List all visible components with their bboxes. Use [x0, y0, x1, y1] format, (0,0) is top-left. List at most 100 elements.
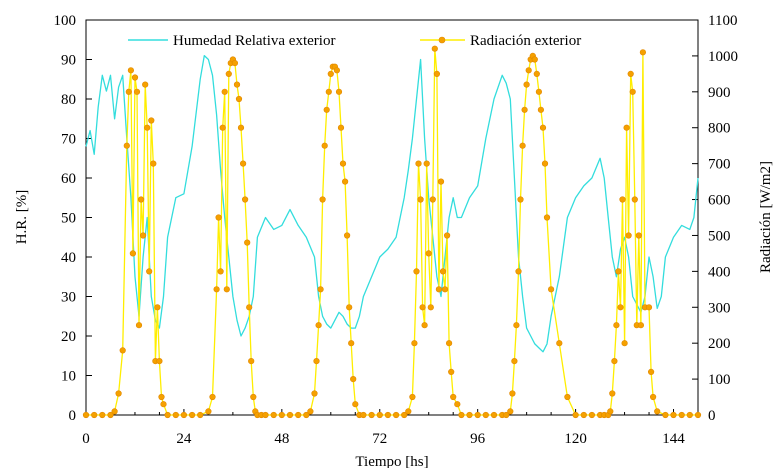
- data-point: [423, 160, 430, 167]
- data-point: [547, 286, 555, 293]
- x-tick-label: 144: [662, 431, 685, 447]
- y-right-tick-label: 700: [708, 157, 731, 173]
- data-point: [131, 74, 139, 81]
- data-point: [339, 160, 347, 167]
- data-point: [401, 411, 408, 419]
- data-point: [242, 196, 249, 203]
- data-point: [123, 142, 130, 149]
- data-point: [180, 411, 187, 419]
- data-point: [158, 393, 165, 401]
- data-point: [219, 124, 226, 131]
- data-point: [156, 358, 163, 365]
- data-point: [154, 304, 161, 311]
- y-right-tick-label: 600: [708, 193, 731, 209]
- data-point: [458, 411, 465, 419]
- data-point: [138, 196, 145, 203]
- data-point: [431, 45, 438, 52]
- data-point: [303, 411, 310, 419]
- data-point: [564, 393, 571, 401]
- data-point: [150, 160, 157, 167]
- data-point: [441, 286, 449, 293]
- y-left-tick-label: 0: [69, 408, 77, 424]
- y-left-tick-label: 20: [61, 329, 76, 345]
- data-point: [525, 67, 532, 74]
- data-point: [421, 322, 428, 329]
- data-point: [694, 411, 702, 419]
- data-point: [235, 95, 243, 103]
- data-point: [393, 411, 400, 419]
- data-point: [244, 239, 251, 246]
- y-right-tick-label: 100: [708, 372, 731, 388]
- data-point: [454, 401, 461, 408]
- data-point: [511, 358, 518, 365]
- x-axis-label: Tiempo [hs]: [355, 454, 428, 468]
- data-point: [645, 304, 653, 311]
- data-point: [513, 322, 520, 329]
- data-point: [321, 142, 328, 149]
- data-point: [213, 286, 220, 293]
- data-point: [411, 340, 418, 347]
- legend-label-humedad: Humedad Relativa exterior: [173, 33, 335, 49]
- data-point: [503, 411, 510, 419]
- x-tick-label: 0: [82, 431, 90, 447]
- y-right-tick-label: 1000: [708, 49, 738, 65]
- data-point: [619, 196, 626, 203]
- y-left-tick-label: 80: [61, 92, 76, 108]
- data-point: [323, 106, 330, 113]
- data-point: [344, 232, 351, 239]
- y-right-tick-label: 300: [708, 300, 731, 316]
- x-tick-label: 96: [470, 431, 486, 447]
- series-2: [82, 45, 702, 419]
- series-1: [85, 54, 699, 353]
- x-tick-label: 72: [372, 431, 387, 447]
- data-point: [99, 411, 106, 419]
- y-right-tick-label: 500: [708, 228, 731, 244]
- data-point: [523, 81, 530, 88]
- data-point: [119, 347, 126, 354]
- data-point: [384, 411, 392, 419]
- y-right-tick-label: 400: [708, 264, 731, 280]
- data-point: [250, 393, 257, 401]
- data-point: [307, 408, 314, 415]
- data-point: [625, 232, 632, 239]
- data-point: [537, 106, 545, 113]
- data-point: [160, 401, 167, 408]
- data-point: [270, 411, 277, 419]
- data-point: [556, 340, 563, 347]
- data-point: [654, 408, 661, 415]
- data-point: [629, 88, 636, 95]
- data-point: [435, 286, 443, 293]
- data-point: [172, 411, 179, 419]
- data-point: [572, 411, 579, 419]
- data-point: [482, 411, 489, 419]
- data-point: [215, 214, 222, 221]
- legend-marker-radiacion: [438, 36, 446, 44]
- data-point: [319, 196, 326, 203]
- data-point: [519, 142, 526, 149]
- data-point: [360, 411, 367, 419]
- series-line: [86, 48, 698, 416]
- data-point: [507, 408, 514, 415]
- data-point: [325, 88, 332, 95]
- data-point: [311, 390, 318, 397]
- data-point: [623, 124, 630, 131]
- x-tick-label: 24: [176, 431, 192, 447]
- y-axis-left-label: H.R. [%]: [14, 190, 30, 245]
- data-point: [490, 411, 498, 419]
- data-point: [627, 70, 634, 77]
- data-point: [335, 88, 343, 95]
- y-right-tick-label: 900: [708, 85, 731, 101]
- y-axis-right-ticks: 0 100 200 300 400 500 600 700 800 900 1000 1100: [692, 13, 738, 424]
- data-point: [419, 304, 426, 311]
- data-point: [621, 340, 628, 347]
- x-tick-label: 120: [564, 431, 587, 447]
- data-point: [278, 411, 285, 419]
- y-right-tick-label: 200: [708, 336, 731, 352]
- data-point: [417, 196, 424, 203]
- data-point: [146, 268, 153, 275]
- data-point: [333, 67, 341, 74]
- data-point: [295, 411, 302, 419]
- y-left-tick-label: 70: [61, 132, 76, 148]
- data-point: [450, 393, 457, 401]
